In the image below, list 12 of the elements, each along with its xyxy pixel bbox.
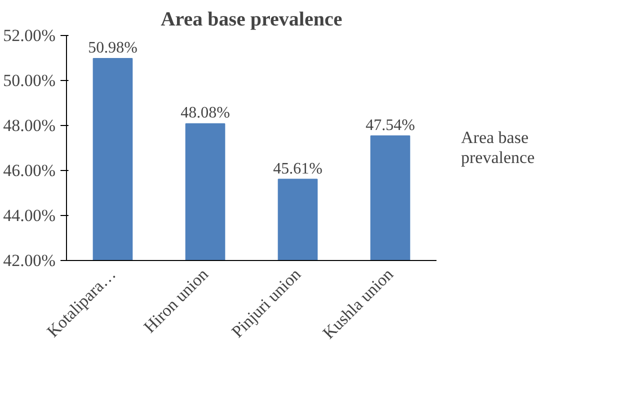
data-label: 47.54%: [366, 116, 415, 134]
data-label: 48.08%: [180, 104, 230, 122]
y-tick-label: 46.00%: [3, 161, 56, 180]
chart-title: Area base prevalence: [160, 8, 342, 30]
y-tick-label: 50.00%: [3, 71, 56, 90]
y-tick-label: 52.00%: [3, 26, 56, 45]
y-tick-label: 42.00%: [3, 251, 56, 270]
text: Area base prevalence: [461, 128, 535, 168]
data-label: 45.61%: [273, 160, 322, 178]
y-tick-label: 48.00%: [3, 116, 56, 135]
data-label: 50.98%: [88, 39, 138, 56]
y-tick-label: 44.00%: [3, 206, 56, 225]
